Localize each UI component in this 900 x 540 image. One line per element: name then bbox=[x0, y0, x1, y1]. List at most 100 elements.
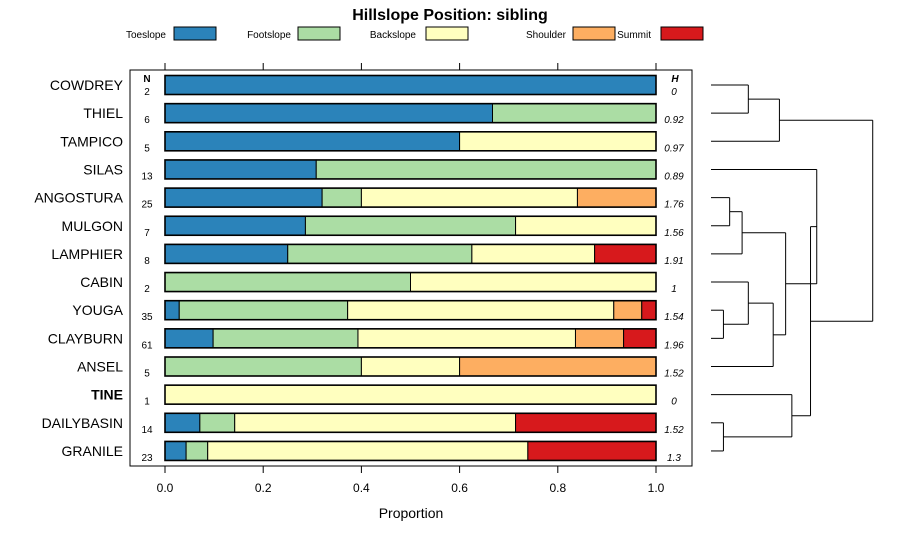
bar-tampico-toeslope bbox=[164, 131, 461, 152]
bar-silas-footslope bbox=[315, 159, 657, 180]
bar-mulgon-toeslope bbox=[164, 215, 306, 236]
n-value-lamphier: 8 bbox=[144, 256, 150, 267]
rows: COWDREY 2 0 THIEL 6 0.92 TAMPICO 5 0.97 SILAS 13 0.… bbox=[34, 74, 684, 464]
bar-cowdrey-toeslope bbox=[164, 75, 657, 95]
bar-outline-clayburn bbox=[164, 328, 657, 349]
bar-youga-toeslope bbox=[164, 300, 180, 321]
row-label-tampico: TAMPICO bbox=[60, 133, 123, 149]
bar-clayburn-summit bbox=[623, 328, 657, 349]
n-value-ansel: 5 bbox=[144, 369, 150, 380]
bar-dailybasin-footslope bbox=[199, 412, 236, 433]
bar-outline-granile bbox=[164, 440, 657, 462]
n-value-thiel: 6 bbox=[144, 115, 150, 126]
bar-clayburn-toeslope bbox=[164, 328, 214, 349]
h-value-angostura: 1.76 bbox=[664, 200, 684, 211]
bar-clayburn-shoulder bbox=[574, 328, 625, 349]
x-tick-label-3: 0.6 bbox=[451, 481, 468, 495]
bar-mulgon-footslope bbox=[304, 215, 517, 236]
row-label-youga: YOUGA bbox=[72, 302, 123, 318]
n-value-cabin: 2 bbox=[144, 284, 150, 295]
row-label-cowdrey: COWDREY bbox=[50, 77, 124, 93]
bar-outline-dailybasin bbox=[164, 412, 657, 434]
bar-cabin-backslope bbox=[410, 272, 657, 293]
h-value-silas: 0.89 bbox=[664, 171, 684, 182]
n-value-dailybasin: 14 bbox=[141, 425, 153, 436]
top-ticks bbox=[164, 63, 657, 70]
bar-granile-footslope bbox=[185, 440, 209, 461]
h-value-cowdrey: 0 bbox=[671, 87, 677, 98]
h-value-ansel: 1.52 bbox=[664, 369, 684, 380]
legend: Toeslope Footslope Backslope Shoulder Summit bbox=[126, 26, 704, 41]
x-tick-label-1: 0.2 bbox=[255, 481, 272, 495]
x-tick-label-4: 0.8 bbox=[549, 481, 566, 495]
bar-dailybasin-backslope bbox=[234, 412, 517, 433]
bar-cabin-footslope bbox=[164, 272, 411, 293]
h-value-tine: 0 bbox=[671, 397, 677, 408]
bar-lamphier-toeslope bbox=[164, 243, 289, 264]
bar-clayburn-footslope bbox=[212, 328, 359, 349]
bar-outline-thiel bbox=[164, 102, 657, 124]
bar-dailybasin-summit bbox=[515, 412, 657, 433]
bar-youga-footslope bbox=[178, 300, 349, 321]
bar-angostura-toeslope bbox=[164, 187, 323, 208]
bar-youga-shoulder bbox=[613, 300, 643, 321]
row-label-tine: TINE bbox=[91, 387, 123, 403]
legend-label-footslope: Footslope bbox=[247, 30, 291, 41]
x-tick-label-0: 0.0 bbox=[157, 481, 174, 495]
row-label-granile: GRANILE bbox=[62, 443, 123, 459]
bar-mulgon-backslope bbox=[515, 215, 657, 236]
n-value-angostura: 25 bbox=[141, 200, 153, 211]
n-header: N bbox=[143, 74, 150, 85]
bar-outline-silas bbox=[164, 159, 657, 180]
chart-title: Hillslope Position: sibling bbox=[352, 7, 548, 24]
h-value-tampico: 0.97 bbox=[664, 143, 684, 154]
legend-label-shoulder: Shoulder bbox=[526, 30, 567, 41]
bar-lamphier-footslope bbox=[287, 243, 473, 264]
h-value-lamphier: 1.91 bbox=[664, 256, 683, 267]
row-label-silas: SILAS bbox=[83, 161, 123, 177]
bar-outline-ansel bbox=[164, 356, 657, 377]
bar-youga-summit bbox=[641, 300, 657, 321]
bar-youga-backslope bbox=[347, 300, 615, 321]
bar-tampico-backslope bbox=[459, 131, 657, 152]
row-label-clayburn: CLAYBURN bbox=[48, 330, 123, 346]
legend-swatch-shoulder bbox=[572, 26, 616, 41]
x-tick-label-2: 0.4 bbox=[353, 481, 370, 495]
legend-swatch-backslope bbox=[425, 26, 469, 41]
n-value-granile: 23 bbox=[141, 453, 153, 464]
bar-thiel-toeslope bbox=[164, 103, 493, 124]
n-value-cowdrey: 2 bbox=[144, 87, 150, 98]
h-value-youga: 1.54 bbox=[664, 312, 684, 323]
bar-ansel-shoulder bbox=[459, 356, 657, 377]
h-header: H bbox=[671, 74, 679, 85]
row-label-lamphier: LAMPHIER bbox=[51, 246, 123, 262]
plot-frame bbox=[129, 69, 693, 467]
row-label-mulgon: MULGON bbox=[62, 218, 123, 234]
h-value-granile: 1.3 bbox=[667, 453, 681, 464]
bar-ansel-footslope bbox=[164, 356, 362, 377]
h-value-cabin: 1 bbox=[671, 284, 677, 295]
bar-lamphier-summit bbox=[594, 243, 657, 264]
n-value-youga: 35 bbox=[141, 312, 153, 323]
x-axis: 0.0 0.2 0.4 0.6 0.8 1.0 bbox=[157, 466, 665, 495]
bar-lamphier-backslope bbox=[471, 243, 596, 264]
row-label-cabin: CABIN bbox=[80, 274, 123, 290]
legend-swatch-footslope bbox=[297, 26, 341, 41]
bar-outline-lamphier bbox=[164, 243, 657, 265]
x-tick-label-5: 1.0 bbox=[648, 481, 665, 495]
x-axis-label: Proportion bbox=[379, 505, 444, 521]
n-value-tine: 1 bbox=[144, 397, 150, 408]
legend-label-summit: Summit bbox=[617, 30, 651, 41]
n-value-silas: 13 bbox=[141, 171, 153, 182]
bar-granile-backslope bbox=[207, 440, 529, 461]
row-label-thiel: THIEL bbox=[83, 105, 123, 121]
bar-outline-tampico bbox=[164, 131, 657, 152]
bar-dailybasin-toeslope bbox=[164, 412, 201, 433]
dendrogram bbox=[711, 84, 874, 452]
h-value-clayburn: 1.96 bbox=[664, 340, 684, 351]
n-value-tampico: 5 bbox=[144, 143, 150, 154]
n-value-mulgon: 7 bbox=[144, 228, 150, 239]
bar-silas-toeslope bbox=[164, 159, 317, 180]
bar-granile-toeslope bbox=[164, 440, 187, 461]
